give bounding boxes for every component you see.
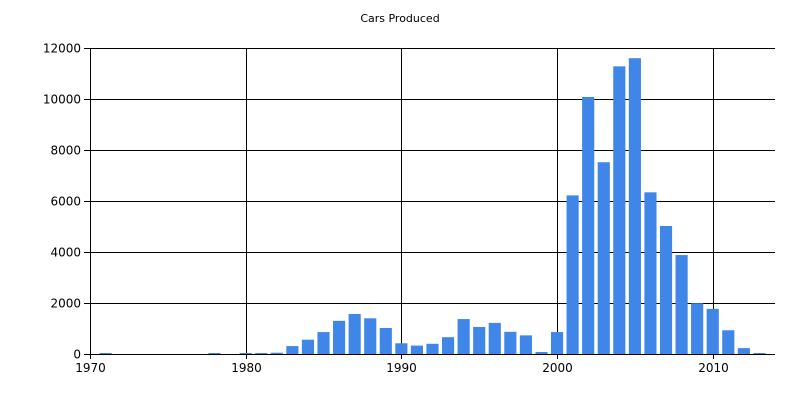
bar	[550, 332, 564, 354]
bar	[737, 348, 750, 354]
y-tick-label: 6000	[50, 195, 81, 209]
bar	[644, 192, 657, 354]
bar	[659, 225, 673, 354]
bars	[99, 58, 766, 355]
chart-title: Cars Produced	[360, 12, 439, 25]
bar	[457, 319, 470, 354]
bar	[410, 345, 423, 354]
bar	[442, 337, 455, 354]
bar	[753, 353, 766, 354]
bar	[239, 353, 252, 354]
bar	[333, 320, 346, 354]
bar	[582, 96, 595, 355]
bar	[488, 322, 501, 354]
y-tick-label: 0	[73, 348, 81, 362]
x-tick-label: 1980	[231, 361, 262, 375]
y-tick-label: 12000	[43, 42, 81, 56]
bar	[99, 353, 112, 354]
bar	[519, 335, 532, 354]
bar	[317, 332, 330, 354]
bar	[286, 346, 299, 354]
bar	[426, 343, 439, 354]
y-tick-label: 8000	[50, 144, 81, 158]
y-tick-label: 4000	[50, 246, 81, 260]
y-tick-label: 2000	[50, 297, 81, 311]
bar	[270, 352, 283, 354]
bar	[675, 255, 688, 354]
bar	[566, 195, 579, 354]
bar	[628, 58, 641, 354]
bar	[597, 162, 610, 354]
x-tick-label: 2000	[542, 361, 573, 375]
bar	[395, 343, 408, 354]
grid	[84, 48, 775, 359]
bar	[348, 313, 361, 354]
x-tick-label: 1990	[386, 361, 417, 375]
bar	[706, 308, 719, 354]
bar	[379, 327, 392, 354]
bar	[504, 331, 517, 354]
bar	[473, 326, 486, 354]
bar	[301, 339, 315, 354]
bar	[535, 351, 548, 354]
bar	[208, 353, 221, 354]
bar	[364, 318, 377, 354]
bar	[691, 303, 704, 354]
bar	[613, 66, 626, 355]
bar	[722, 330, 735, 354]
x-tick-label: 1970	[75, 361, 106, 375]
axes	[90, 48, 775, 355]
y-tick-label: 10000	[43, 93, 81, 107]
x-tick-label: 2010	[698, 361, 729, 375]
tick-labels: 0 2000 4000 6000 8000 10000 12000 1970 1980 1990 2…	[43, 42, 729, 376]
bar	[255, 352, 268, 354]
